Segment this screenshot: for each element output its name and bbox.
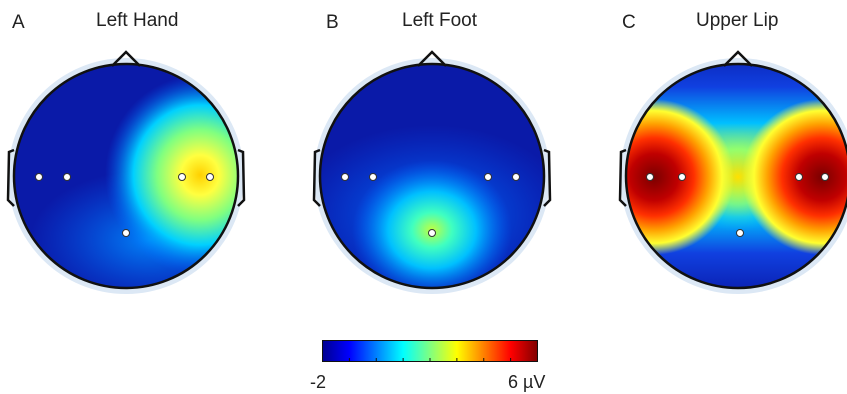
left-ear-icon (312, 148, 321, 207)
scalp-map-left-foot (312, 50, 552, 294)
left-ear-icon (618, 148, 627, 207)
head-outline (318, 62, 546, 290)
panel-letter-b: B (326, 12, 339, 33)
nose-icon (417, 50, 447, 67)
electrode (428, 229, 436, 237)
electrode (341, 173, 349, 181)
panel-title-left-foot: Left Foot (402, 10, 477, 31)
scalp-map-left-hand (6, 50, 246, 294)
panel-c: C Upper Lip (612, 0, 847, 300)
panel-title-upper-lip: Upper Lip (696, 10, 779, 31)
electrode (821, 173, 829, 181)
panel-title-left-hand: Left Hand (96, 10, 179, 31)
electrode (795, 173, 803, 181)
colorbar-max-label: 6 µV (508, 372, 546, 392)
colorbar (322, 340, 538, 362)
panel-letter-a: A (12, 12, 25, 33)
panel-a: A Left Hand (0, 0, 282, 300)
electrode (35, 173, 43, 181)
electrode (646, 173, 654, 181)
head-outline (12, 62, 240, 290)
electrode (122, 229, 130, 237)
left-ear-icon (6, 148, 15, 207)
nose-icon (723, 50, 753, 67)
panel-letter-c: C (622, 12, 636, 33)
electrode (63, 173, 71, 181)
electrode (206, 173, 214, 181)
electrode (736, 229, 744, 237)
electrode (369, 173, 377, 181)
right-ear-icon (543, 148, 552, 207)
electrode (512, 173, 520, 181)
electrode (484, 173, 492, 181)
colorbar-ticks (348, 358, 512, 362)
nose-icon (111, 50, 141, 67)
electrode (178, 173, 186, 181)
panel-b: B Left Foot (306, 0, 588, 300)
right-ear-icon (237, 148, 246, 207)
electrode (678, 173, 686, 181)
colorbar-min-label: -2 (310, 372, 327, 392)
head-outline (624, 62, 847, 290)
scalp-map-upper-lip (618, 50, 847, 294)
